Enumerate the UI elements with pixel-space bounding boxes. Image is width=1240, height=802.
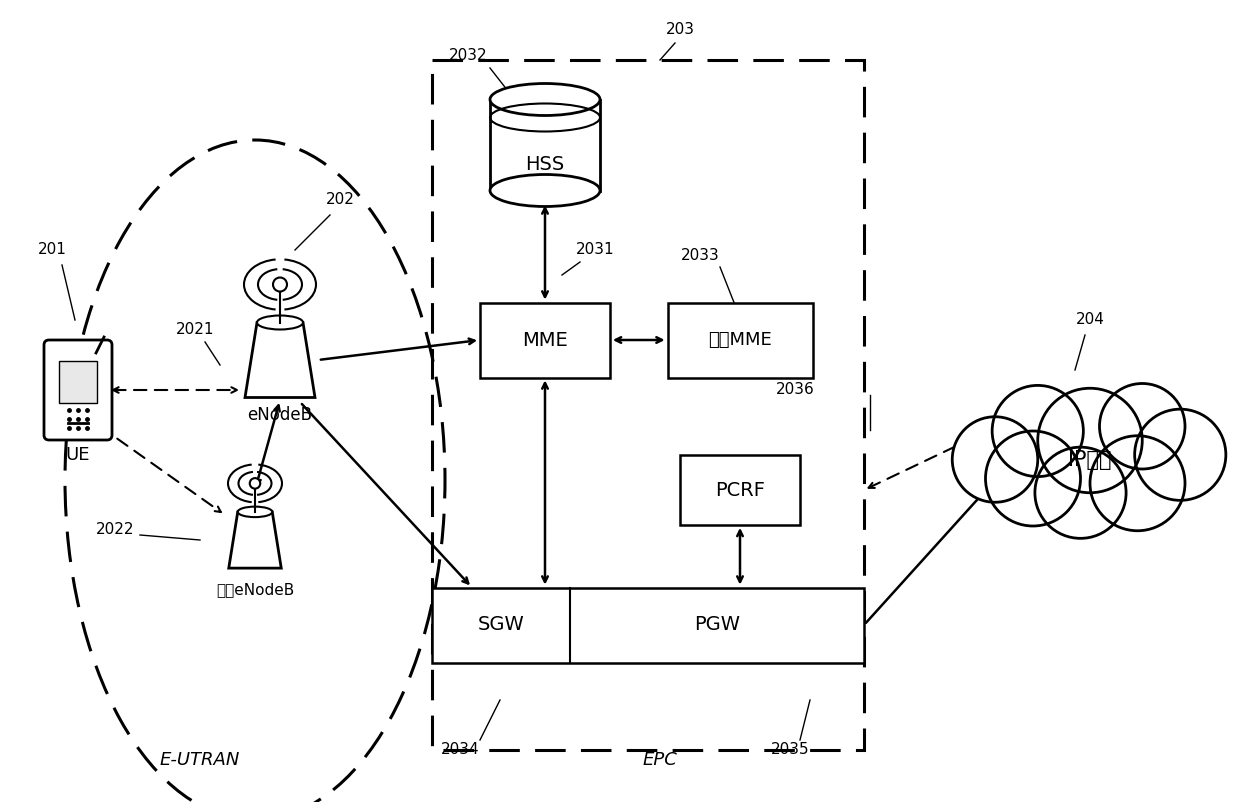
- Text: 2035: 2035: [771, 743, 810, 758]
- Circle shape: [273, 277, 286, 291]
- Text: 201: 201: [37, 242, 67, 257]
- Text: UE: UE: [66, 446, 91, 464]
- Bar: [432, 588, 864, 662]
- Text: 2034: 2034: [440, 743, 480, 758]
- Text: E-UTRAN: E-UTRAN: [160, 751, 241, 769]
- Text: 2022: 2022: [95, 522, 134, 537]
- Polygon shape: [228, 512, 281, 568]
- Text: 2032: 2032: [449, 47, 487, 63]
- Text: 2033: 2033: [681, 248, 719, 262]
- Circle shape: [1038, 388, 1142, 492]
- Bar: [490, 99, 600, 191]
- Text: 204: 204: [1075, 313, 1105, 327]
- Text: 2031: 2031: [575, 242, 614, 257]
- Circle shape: [986, 431, 1080, 526]
- Text: 202: 202: [326, 192, 355, 208]
- Text: 其它eNodeB: 其它eNodeB: [216, 582, 294, 597]
- Text: 2036: 2036: [776, 383, 815, 398]
- Bar: [480, 302, 610, 378]
- Bar: [432, 60, 864, 750]
- Text: PCRF: PCRF: [715, 480, 765, 500]
- Circle shape: [249, 478, 260, 488]
- Ellipse shape: [490, 83, 600, 115]
- FancyBboxPatch shape: [43, 340, 112, 440]
- Text: HSS: HSS: [526, 156, 564, 175]
- Text: MME: MME: [522, 330, 568, 350]
- Text: 203: 203: [666, 22, 694, 38]
- Circle shape: [1090, 435, 1185, 531]
- Text: 2021: 2021: [176, 322, 215, 338]
- Circle shape: [1100, 383, 1185, 469]
- Polygon shape: [246, 322, 315, 398]
- Text: IP业务: IP业务: [1068, 450, 1112, 470]
- Text: EPC: EPC: [642, 751, 677, 769]
- Bar: [680, 455, 800, 525]
- Bar: [667, 302, 812, 378]
- Text: SGW: SGW: [477, 615, 525, 634]
- Circle shape: [1135, 409, 1226, 500]
- Bar: [60, 361, 97, 403]
- Circle shape: [1035, 448, 1126, 538]
- Circle shape: [992, 386, 1084, 476]
- Text: PGW: PGW: [694, 615, 740, 634]
- Ellipse shape: [490, 175, 600, 206]
- Text: 其它MME: 其它MME: [708, 331, 771, 349]
- Ellipse shape: [257, 315, 303, 330]
- Circle shape: [952, 417, 1038, 502]
- Text: eNodeB: eNodeB: [248, 406, 312, 424]
- Ellipse shape: [238, 507, 273, 517]
